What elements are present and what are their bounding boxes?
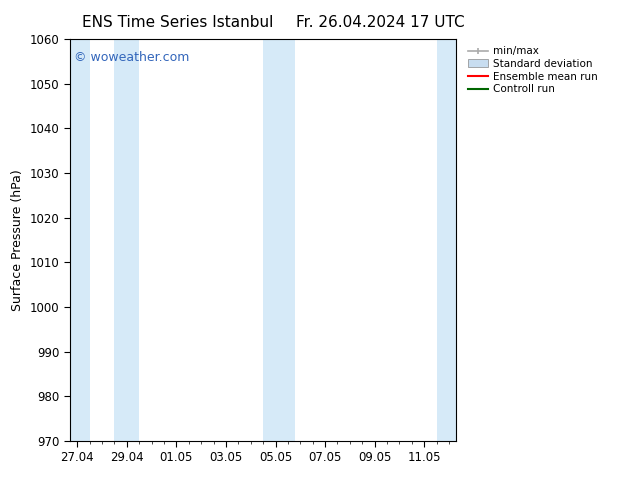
Bar	[263, 39, 295, 441]
Y-axis label: Surface Pressure (hPa): Surface Pressure (hPa)	[11, 169, 24, 311]
Bar	[70, 39, 89, 441]
Bar	[437, 39, 456, 441]
Bar	[114, 39, 139, 441]
Text: ENS Time Series Istanbul: ENS Time Series Istanbul	[82, 15, 273, 30]
Legend: min/max, Standard deviation, Ensemble mean run, Controll run: min/max, Standard deviation, Ensemble me…	[465, 45, 600, 97]
Text: Fr. 26.04.2024 17 UTC: Fr. 26.04.2024 17 UTC	[296, 15, 465, 30]
Text: © woweather.com: © woweather.com	[74, 51, 189, 64]
